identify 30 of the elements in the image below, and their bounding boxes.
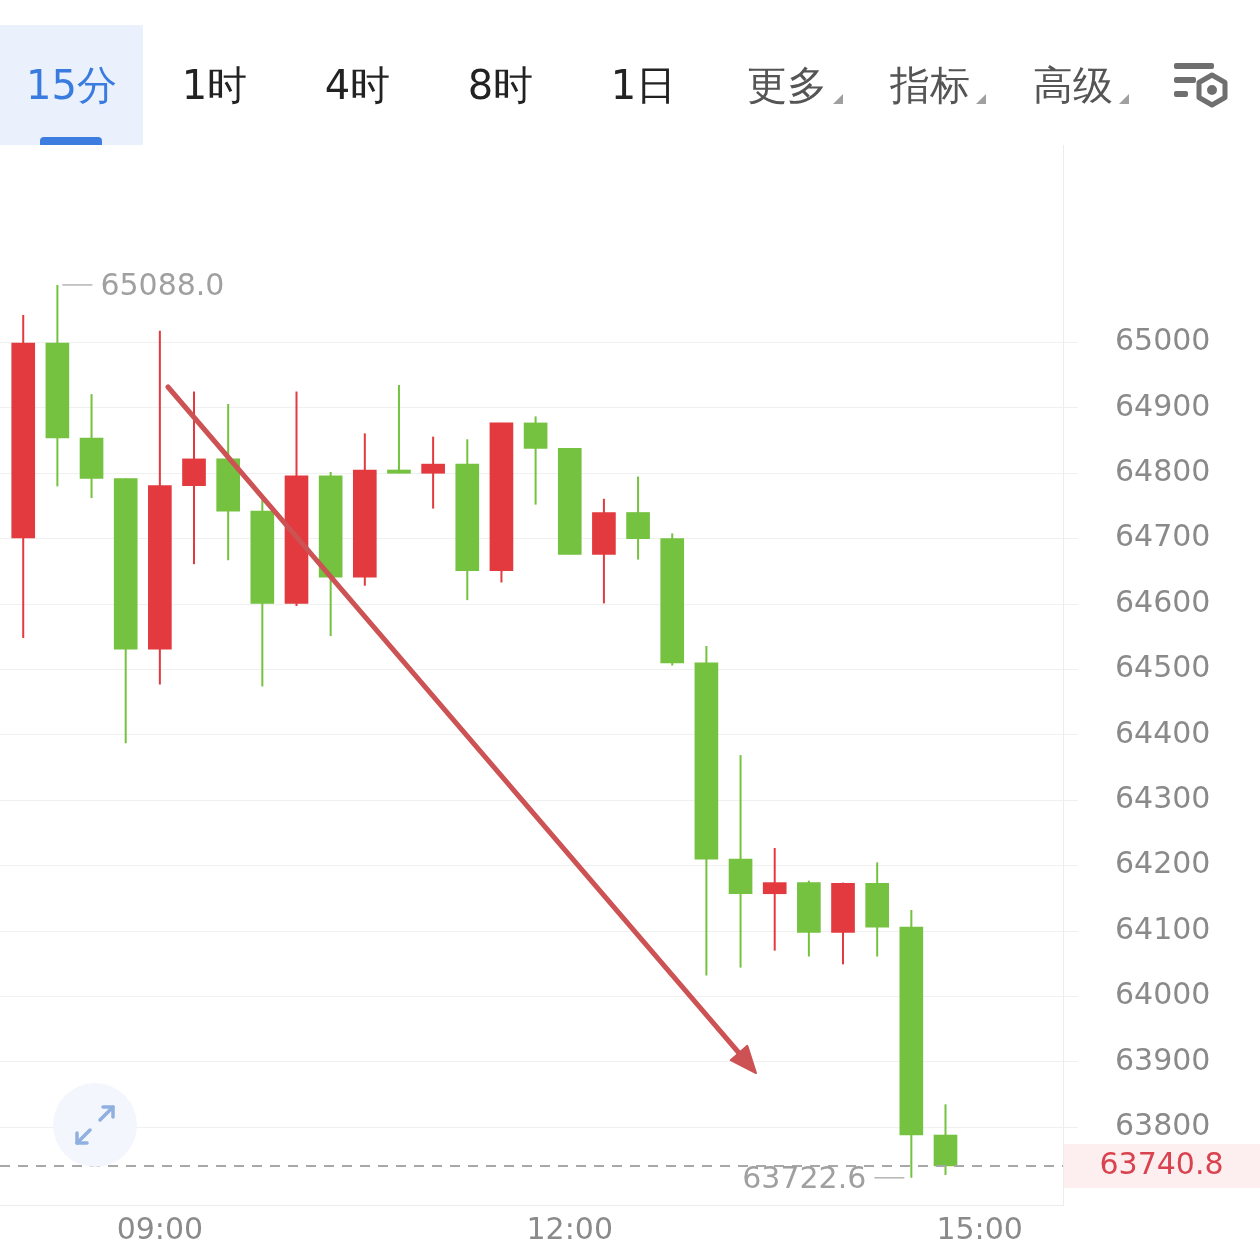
text: 63722.6: [742, 1159, 867, 1195]
y-tick-label: 63800: [1115, 1106, 1211, 1142]
candlestick: [762, 846, 787, 952]
y-tick-label: 64100: [1115, 910, 1211, 946]
x-tick-label: 09:00: [116, 1210, 204, 1246]
y-tick-label: 64600: [1115, 583, 1211, 619]
text: 15分: [26, 62, 117, 108]
y-tick-label: 64400: [1115, 714, 1211, 750]
text: 8时: [467, 62, 534, 108]
y-tick-label: 64900: [1115, 387, 1211, 423]
candlestick: [387, 383, 411, 475]
x-tick-label: 12:00: [526, 1210, 613, 1246]
y-tick-label: 64700: [1115, 518, 1211, 554]
y-tick-label: 64500: [1115, 649, 1211, 685]
text: 更多: [746, 62, 827, 108]
text: 1时: [181, 62, 248, 108]
text: 4时: [324, 62, 391, 108]
text: 65088.0: [100, 266, 225, 302]
ref-line-label: 63740.8: [1099, 1145, 1224, 1181]
y-tick-label: 65000: [1115, 322, 1211, 358]
x-tick-label: 15:00: [936, 1210, 1023, 1246]
y-tick-label: 64300: [1115, 780, 1211, 816]
y-tick-label: 64000: [1115, 976, 1211, 1012]
y-tick-label: 63900: [1115, 1041, 1211, 1077]
candlestick: [421, 435, 445, 510]
text: 高级: [1032, 62, 1113, 108]
y-tick-label: 64800: [1115, 453, 1211, 489]
text: 1日: [610, 62, 677, 108]
y-tick-label: 64200: [1115, 845, 1211, 881]
text: 指标: [889, 62, 970, 108]
